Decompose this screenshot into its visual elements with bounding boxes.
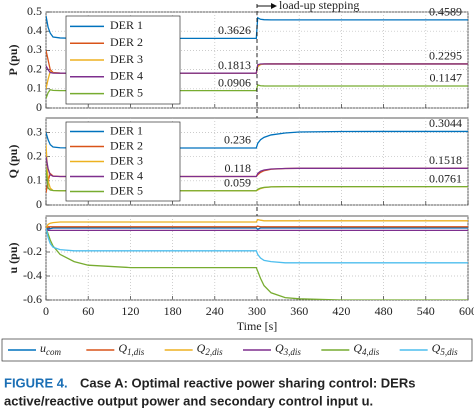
series-line bbox=[46, 168, 468, 192]
legend-label: DER 2 bbox=[110, 35, 143, 49]
x-tick-label: 240 bbox=[206, 304, 224, 318]
x-tick-label: 120 bbox=[121, 304, 139, 318]
legend-label: Q1,dis bbox=[118, 341, 144, 357]
series-line bbox=[46, 15, 468, 40]
annotation: 0.2295 bbox=[429, 49, 462, 63]
legend-label: Q2,dis bbox=[197, 341, 223, 357]
x-tick-label: 480 bbox=[375, 304, 393, 318]
series-line bbox=[46, 227, 468, 264]
legend-label: DER 4 bbox=[110, 168, 143, 182]
y-axis-label: u (pu) bbox=[6, 242, 20, 273]
event-arrow-head bbox=[271, 3, 277, 9]
legend-label: DER 1 bbox=[110, 18, 143, 32]
legend-label: ucom bbox=[40, 341, 61, 357]
caption-label: FIGURE 4. bbox=[4, 375, 68, 390]
y-tick-label: 0 bbox=[36, 220, 42, 234]
y-tick-label: -0.2 bbox=[23, 244, 42, 258]
annotation: 0.0906 bbox=[218, 75, 251, 89]
series-line bbox=[46, 156, 468, 178]
legend-label: Q4,dis bbox=[353, 341, 379, 357]
annotation: 0.059 bbox=[224, 175, 251, 189]
legend-label: DER 2 bbox=[110, 138, 143, 152]
x-tick-label: 420 bbox=[332, 304, 350, 318]
series-line bbox=[46, 227, 468, 300]
y-tick-label: 0.2 bbox=[27, 61, 42, 75]
caption-line: active/reactive output power and seconda… bbox=[4, 393, 373, 408]
series-line bbox=[46, 63, 468, 74]
legend-label: DER 3 bbox=[110, 153, 143, 167]
series-group bbox=[46, 130, 468, 194]
y-tick-label: 0.4 bbox=[27, 23, 42, 37]
legend-label: DER 3 bbox=[110, 52, 143, 66]
legend-label: DER 5 bbox=[110, 183, 143, 197]
x-tick-label: 0 bbox=[43, 304, 49, 318]
y-tick-label: 0.3 bbox=[27, 42, 42, 56]
annotation: 0.118 bbox=[224, 161, 251, 175]
legend-label: DER 5 bbox=[110, 85, 143, 99]
series-line bbox=[46, 130, 468, 149]
annotation: 0.236 bbox=[224, 133, 251, 147]
x-axis-label: Time [s] bbox=[237, 319, 278, 333]
y-tick-label: 0.3 bbox=[27, 124, 42, 138]
legend-label: DER 1 bbox=[110, 123, 143, 137]
x-tick-label: 60 bbox=[82, 304, 94, 318]
y-tick-label: 0.1 bbox=[27, 81, 42, 95]
annotation: 0.0761 bbox=[429, 171, 462, 185]
legend-box bbox=[65, 121, 181, 202]
y-tick-label: 0 bbox=[36, 197, 42, 211]
annotation: 0.3626 bbox=[218, 23, 251, 37]
series-line bbox=[46, 84, 468, 99]
series-line bbox=[46, 218, 468, 229]
y-tick-label: 0.5 bbox=[27, 4, 42, 18]
series-group bbox=[46, 15, 468, 99]
series-group bbox=[46, 218, 468, 300]
y-tick-label: 0 bbox=[36, 100, 42, 114]
annotation: 0.3044 bbox=[429, 116, 462, 130]
y-tick-label: -0.4 bbox=[23, 268, 42, 282]
legend-label: DER 4 bbox=[110, 69, 143, 83]
legend-box bbox=[1, 338, 473, 362]
y-axis-label: P (pu) bbox=[6, 44, 20, 75]
y-tick-label: 0.2 bbox=[27, 148, 42, 162]
annotation: 0.1147 bbox=[429, 71, 462, 85]
x-tick-label: 180 bbox=[164, 304, 182, 318]
series-line bbox=[46, 227, 468, 232]
event-label: load-up stepping bbox=[279, 0, 359, 12]
y-tick-label: -0.6 bbox=[23, 292, 42, 306]
y-tick-label: 0.1 bbox=[27, 173, 42, 187]
y-axis-label: Q (pu) bbox=[6, 145, 20, 179]
legend-label: Q5,dis bbox=[432, 341, 458, 357]
x-tick-label: 540 bbox=[417, 304, 435, 318]
legend-label: Q3,dis bbox=[275, 341, 301, 357]
annotation: 0.4589 bbox=[429, 5, 462, 19]
series-line bbox=[46, 227, 468, 230]
annotation: 0.1813 bbox=[218, 58, 251, 72]
x-tick-label: 360 bbox=[290, 304, 308, 318]
series-line bbox=[46, 225, 468, 229]
x-tick-label: 300 bbox=[248, 304, 266, 318]
caption-line: Case A: Optimal reactive power sharing c… bbox=[80, 375, 415, 390]
x-tick-label: 600 bbox=[459, 304, 474, 318]
annotation: 0.1518 bbox=[429, 153, 462, 167]
